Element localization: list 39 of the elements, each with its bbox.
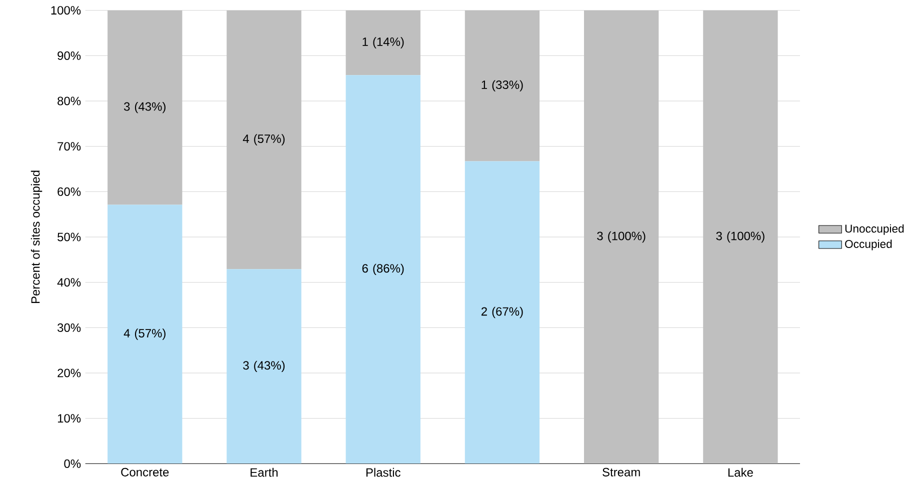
data-label: 3 (43%) [124, 102, 166, 114]
bar [346, 10, 420, 76]
data-label: 3 (100%) [597, 231, 646, 243]
y-tick-label: 80% [58, 96, 81, 106]
y-tick-label: 0% [64, 459, 81, 468]
bar [108, 204, 182, 464]
data-label: 2 (67%) [481, 306, 523, 318]
y-tick-label: 50% [58, 232, 81, 242]
data-label: 4 (57%) [242, 134, 285, 146]
x-tick-label: Concrete [121, 468, 169, 476]
bar [226, 10, 302, 270]
y-tick-label: 60% [58, 187, 81, 196]
data-label: 3 (43%) [243, 360, 285, 372]
y-tick-label: 90% [58, 51, 81, 60]
bar [703, 10, 778, 464]
x-tick-label: Stream [602, 468, 640, 476]
y-axis-title: Percent of sites occupied [30, 170, 42, 304]
y-tick-label: 70% [58, 142, 81, 151]
x-tick-label: Earth [250, 468, 278, 477]
y-tick-label: 10% [58, 414, 81, 423]
bar [226, 269, 302, 464]
data-label: 1 (33%) [482, 80, 523, 92]
x-tick-label: Plastic [366, 468, 400, 477]
y-tick-label: 40% [57, 278, 81, 287]
data-label: 6 (86%) [362, 264, 404, 276]
y-tick-label: 30% [58, 323, 81, 332]
y-tick-label: 100% [51, 6, 81, 15]
bar [346, 75, 420, 464]
data-label: 1 (14%) [362, 37, 404, 48]
bar [464, 161, 540, 464]
bar [464, 10, 540, 162]
bar [108, 10, 182, 205]
legend-label: Occupied [845, 240, 892, 250]
bar [584, 10, 659, 464]
data-label: 4 (57%) [124, 328, 166, 340]
x-tick-label: Lake [728, 468, 753, 477]
y-tick-label: 20% [58, 368, 81, 378]
legend-label: Unoccupied [845, 224, 904, 235]
data-label: 3 (100%) [716, 231, 764, 243]
